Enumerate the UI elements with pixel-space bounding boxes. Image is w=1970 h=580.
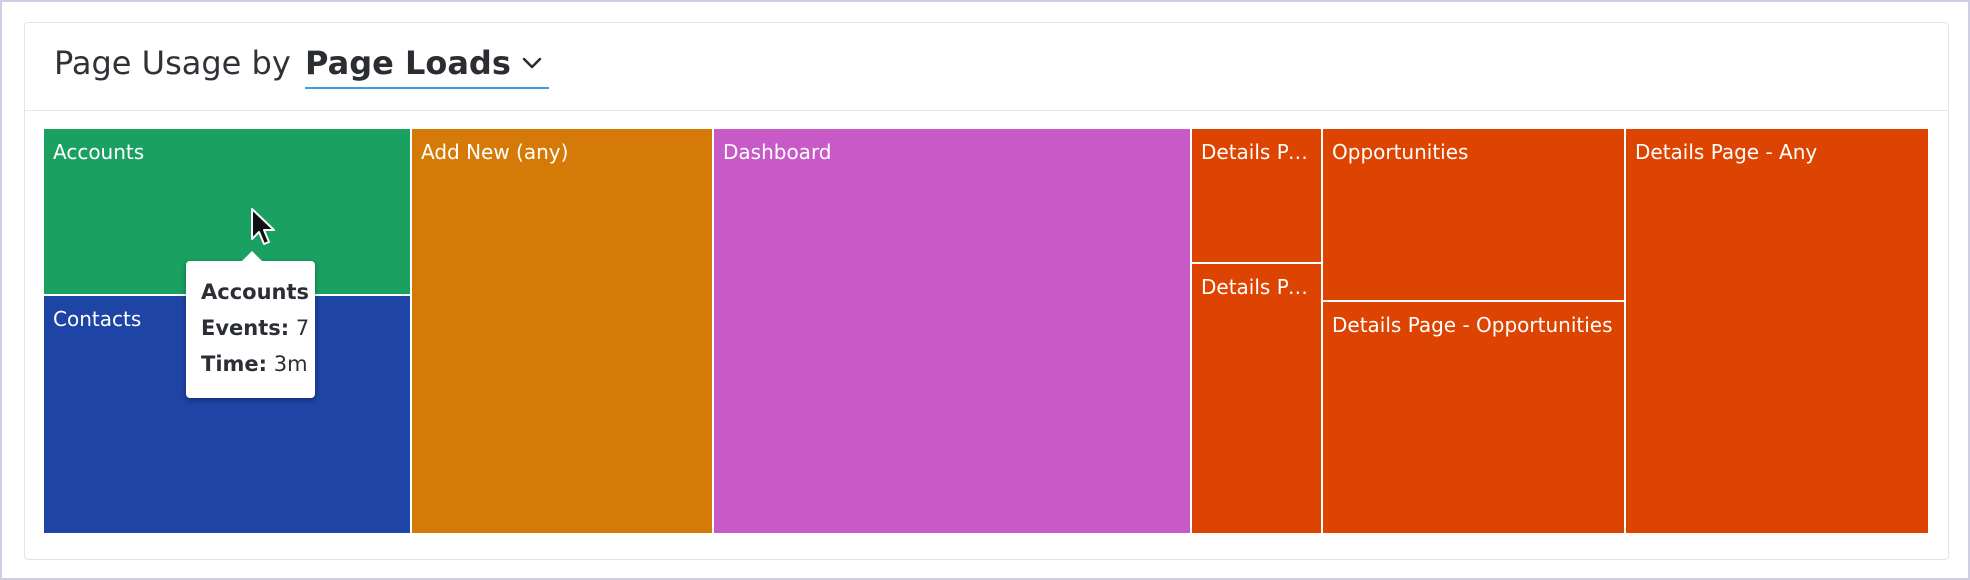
treemap-tile-details-page-opportunities-7[interactable]: Details Page - Opportunities	[1322, 301, 1625, 534]
page-title: Page Usage by	[54, 44, 291, 82]
tooltip-title: Accounts	[201, 280, 310, 304]
treemap-chart: Accounts Contacts Add New (any) Dashboard De…	[43, 128, 1929, 534]
treemap-tile-add-new-any-2[interactable]: Add New (any)	[411, 128, 713, 534]
tooltip: Accounts Events: 7 Time: 3m	[186, 251, 315, 398]
tooltip-time-value: 3m	[273, 352, 308, 376]
treemap-tile-label: Opportunities	[1332, 140, 1469, 164]
treemap-tile-details-pa-5[interactable]: Details Pa...	[1191, 263, 1322, 534]
tooltip-time-label: Time:	[201, 352, 268, 376]
treemap-tile-label: Dashboard	[723, 140, 832, 164]
treemap-tile-label: Details Page - Any	[1635, 140, 1818, 164]
treemap-tile-label: Details Pa...	[1201, 275, 1317, 299]
card-header: Page Usage by Page Loads	[25, 23, 1948, 111]
tooltip-time-row: Time: 3m	[201, 351, 308, 377]
treemap-tile-details-page-any-8[interactable]: Details Page - Any	[1625, 128, 1929, 534]
treemap-tile-label: Accounts	[53, 140, 145, 164]
treemap-tile-label: Add New (any)	[421, 140, 569, 164]
treemap-tile-dashboard-3[interactable]: Dashboard	[713, 128, 1191, 534]
treemap-tile-details-pa-4[interactable]: Details Pa...	[1191, 128, 1322, 263]
tooltip-events-value: 7	[295, 316, 310, 340]
tooltip-events-row: Events: 7	[201, 315, 309, 341]
tooltip-events-label: Events:	[201, 316, 290, 340]
metric-dropdown-value: Page Loads	[305, 44, 511, 82]
treemap-tile-label: Details Pa...	[1201, 140, 1317, 164]
page-usage-card: Page Usage by Page Loads Accounts Contact…	[24, 22, 1949, 560]
chevron-down-icon	[519, 43, 545, 83]
mouse-pointer-icon	[250, 207, 276, 247]
metric-dropdown[interactable]: Page Loads	[305, 43, 549, 89]
treemap-tile-opportunities-6[interactable]: Opportunities	[1322, 128, 1625, 301]
treemap-tile-label: Details Page - Opportunities	[1332, 313, 1613, 337]
